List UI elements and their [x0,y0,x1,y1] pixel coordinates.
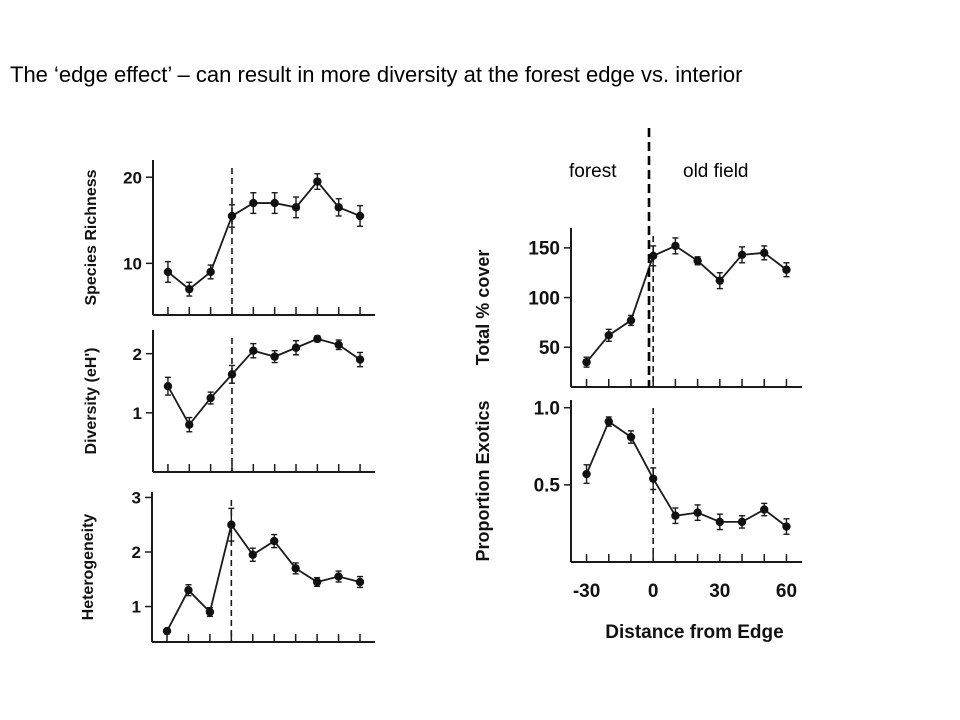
diversity-panel: 1 2 Diversity (eH') [83,330,375,473]
series-line [167,337,361,427]
y-axis-label: Species Richness [83,169,100,305]
series-line [585,244,787,363]
data-point [355,355,365,364]
proportion-exotics-panel: 0.5 1.0 Proportion Exotics -30 0 30 60 Distance… [473,399,802,643]
data-point [227,370,237,379]
data-point [312,577,322,587]
data-point [291,343,301,352]
y-tick-label: 0.5 [534,476,561,497]
x-tick-label: 60 [776,581,797,602]
y-tick-label: 50 [539,338,560,359]
data-point [737,517,747,527]
data-point [693,508,702,517]
data-point [648,251,658,261]
data-point [185,284,194,294]
data-point [205,607,215,617]
data-point [291,564,300,573]
series-line [166,522,361,632]
y-axis-label: Heterogeneity [80,514,97,621]
data-point [355,211,365,221]
data-point [249,198,258,208]
data-point [184,585,193,595]
y-tick-label: 2 [132,543,141,562]
y-tick-label: 20 [123,168,142,187]
data-point [185,420,194,429]
data-point [313,177,322,186]
y-tick-label: 3 [132,489,141,508]
y-tick-label: 1.0 [534,399,560,420]
data-point [291,203,301,212]
data-point [626,432,636,442]
y-axis-label: Diversity (eH') [83,348,100,455]
data-point [163,382,173,391]
data-point [604,331,613,340]
x-tick-label: 30 [709,581,730,602]
data-point [737,250,747,260]
forest-label: forest [569,161,617,182]
data-point [715,276,725,285]
data-point [782,265,791,274]
data-point [760,248,769,258]
total-cover-panel: 50 100 150 Total % cover [473,228,802,388]
data-point [227,211,237,221]
y-axis-label: Total % cover [473,250,493,366]
data-point [334,340,343,349]
data-point [227,520,236,529]
y-tick-label: 10 [123,254,142,273]
data-point [270,536,279,546]
data-point [782,522,791,531]
data-point [334,572,343,581]
heterogeneity-panel: 1 2 3 Heterogeneity [80,489,375,643]
data-point [334,203,343,212]
species-richness-panel: 10 20 Species Richness [83,160,375,316]
y-tick-label: 1 [132,598,141,617]
data-point [671,511,680,520]
data-point [163,267,173,277]
data-point [582,469,591,479]
y-tick-label: 150 [528,239,560,260]
x-tick-label: 0 [648,581,659,602]
data-point [206,393,215,403]
x-tick-label: -30 [573,581,600,602]
data-point [270,352,279,361]
data-point [760,505,769,514]
data-point [604,417,613,426]
data-point [162,626,172,636]
data-point [582,357,591,367]
data-point [626,316,636,325]
data-point [671,241,680,251]
data-point [715,517,725,527]
data-point [249,346,258,355]
data-point [693,256,702,265]
data-point [313,334,322,344]
y-tick-label: 1 [133,404,142,423]
data-point [270,198,279,208]
x-axis-label: Distance from Edge [605,622,783,643]
series-line [167,180,361,291]
y-tick-label: 100 [528,288,560,309]
data-point [206,267,215,277]
y-tick-label: 2 [133,345,142,364]
series-line [585,420,787,528]
data-point [648,474,658,483]
data-point [248,550,257,559]
data-point [355,577,365,587]
old-field-label: old field [683,161,749,182]
y-axis-label: Proportion Exotics [473,400,493,561]
slide-title: The ‘edge effect’ – can result in more d… [10,62,743,87]
